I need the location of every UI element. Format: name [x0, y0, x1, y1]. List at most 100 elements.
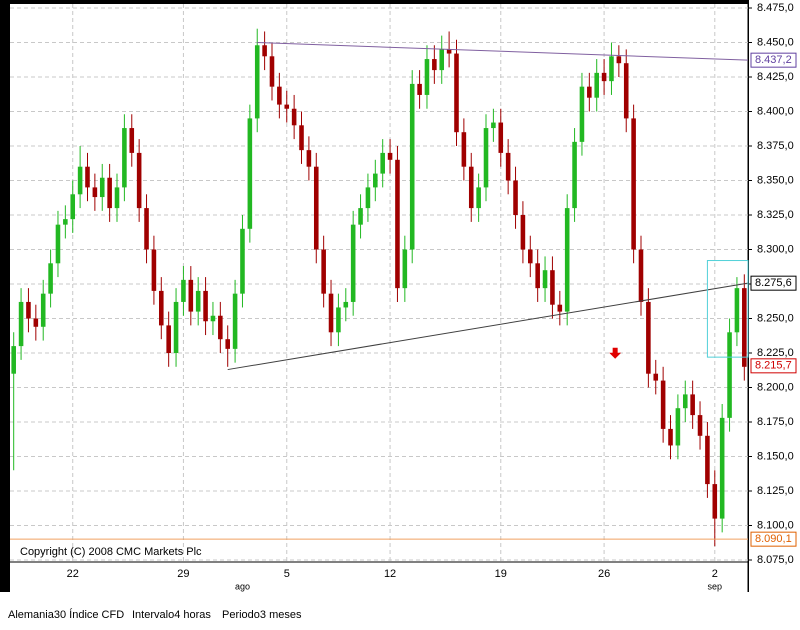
- candle-body: [550, 270, 555, 305]
- candle-body: [712, 484, 718, 519]
- footer-text: Intervalo4 horas: [132, 609, 211, 621]
- candle-body: [476, 187, 481, 209]
- candle-body: [690, 394, 695, 416]
- candle-body: [579, 86, 585, 142]
- x-tick-label: 2: [712, 568, 718, 580]
- trendline: [257, 42, 749, 61]
- trendline: [227, 282, 749, 371]
- x-tick-label: 26: [598, 568, 610, 580]
- candle-body: [424, 59, 430, 95]
- x-tick-label: 29: [177, 568, 189, 580]
- y-tick-label: 8.300,0: [757, 243, 794, 255]
- candle-body: [350, 224, 356, 302]
- candle-body: [675, 408, 681, 446]
- month-label: sep: [708, 581, 723, 591]
- candle-body: [284, 104, 290, 109]
- price-label-box: [750, 52, 797, 68]
- y-tick-label: 8.400,0: [757, 105, 794, 117]
- candle-body: [535, 263, 540, 289]
- candle-body: [48, 263, 53, 294]
- candle-body: [631, 118, 636, 250]
- candle-body: [218, 315, 223, 340]
- y-tick-label: 8.100,0: [757, 519, 794, 531]
- candle-body: [77, 166, 83, 195]
- candle-body: [26, 301, 31, 319]
- candle-body: [542, 270, 548, 289]
- candle-body: [18, 301, 24, 347]
- candle-body: [321, 249, 326, 294]
- candle-body: [11, 346, 16, 374]
- y-tick-label: 8.450,0: [757, 36, 794, 48]
- candle-body: [358, 208, 363, 225]
- candle-body: [387, 152, 393, 160]
- candle-body: [432, 59, 437, 71]
- y-tick-label: 8.425,0: [757, 71, 794, 83]
- candle-body: [668, 428, 673, 446]
- candle-body: [114, 187, 120, 209]
- candle-body: [343, 301, 349, 308]
- candle-body: [151, 249, 157, 291]
- candle-body: [40, 293, 46, 327]
- x-tick-label: 12: [384, 568, 396, 580]
- candle-body: [682, 394, 688, 409]
- candle-body: [564, 208, 570, 312]
- candle-body: [306, 150, 312, 167]
- candle-body: [173, 301, 179, 353]
- candle-body: [719, 417, 725, 519]
- sell-arrow: [609, 347, 622, 359]
- candle-body: [468, 166, 474, 209]
- candle-body: [269, 56, 275, 87]
- candle-body: [454, 53, 459, 133]
- candle-body: [99, 177, 105, 198]
- candle-body: [33, 318, 39, 327]
- candle-body: [203, 290, 208, 322]
- candle-body: [299, 125, 304, 151]
- candle-body: [491, 122, 496, 129]
- candle-body: [225, 339, 230, 349]
- y-tick-label: 8.175,0: [757, 416, 794, 428]
- candle-body: [616, 56, 622, 64]
- candle-body: [557, 304, 563, 312]
- y-tick-label: 8.325,0: [757, 209, 794, 221]
- y-tick-label: 8.475,0: [757, 2, 794, 14]
- y-tick-label: 8.125,0: [757, 485, 794, 497]
- candle-body: [461, 132, 467, 167]
- candle-body: [181, 279, 186, 302]
- candle-body: [373, 173, 378, 188]
- candle-body: [254, 45, 260, 119]
- y-tick-label: 8.375,0: [757, 140, 794, 152]
- candle-body: [660, 380, 666, 429]
- candle-body: [92, 187, 98, 198]
- price-label: 8.215,7: [755, 360, 792, 372]
- candle-body: [409, 83, 415, 250]
- candle-body: [291, 108, 297, 126]
- candle-body: [247, 118, 253, 229]
- candle-body: [572, 141, 577, 209]
- price-label-box: [750, 275, 797, 291]
- candle-body: [232, 293, 238, 349]
- candle-body: [188, 279, 194, 312]
- y-tick-label: 8.350,0: [757, 174, 794, 186]
- candle-body: [129, 128, 135, 153]
- price-label: 8.275,6: [755, 277, 792, 289]
- candle-body: [609, 56, 614, 82]
- candle-body: [122, 128, 127, 188]
- y-tick-label: 8.075,0: [757, 554, 794, 566]
- candle-body: [262, 45, 267, 57]
- candle-body: [313, 166, 319, 250]
- candle-body: [328, 293, 334, 333]
- y-tick-label: 8.225,0: [757, 347, 794, 359]
- candle-body: [395, 159, 400, 289]
- candle-body: [623, 63, 629, 119]
- candle-body: [136, 152, 142, 209]
- candle-body: [528, 249, 533, 264]
- candle-body: [240, 228, 245, 294]
- footer-text: Periodo3 meses: [222, 609, 302, 621]
- candle-body: [498, 122, 504, 153]
- candle-body: [727, 332, 732, 418]
- candle-body: [513, 180, 518, 215]
- x-tick-label: 19: [495, 568, 507, 580]
- candle-body: [380, 152, 385, 174]
